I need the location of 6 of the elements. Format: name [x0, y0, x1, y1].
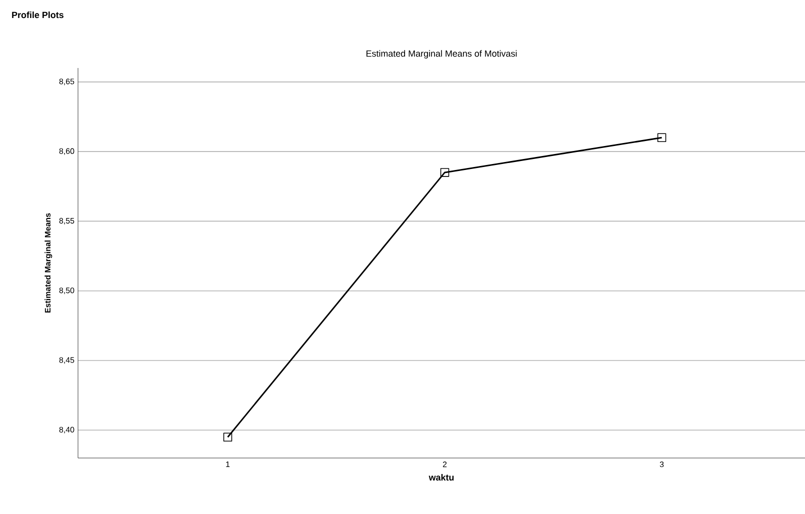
- point: [440, 168, 450, 177]
- chart-title: Estimated Marginal Means of Motivasi: [366, 50, 517, 58]
- point: [223, 432, 232, 442]
- x-axis-title: waktu: [428, 474, 454, 481]
- text: Profile Plots: [12, 12, 64, 18]
- point: [657, 133, 666, 142]
